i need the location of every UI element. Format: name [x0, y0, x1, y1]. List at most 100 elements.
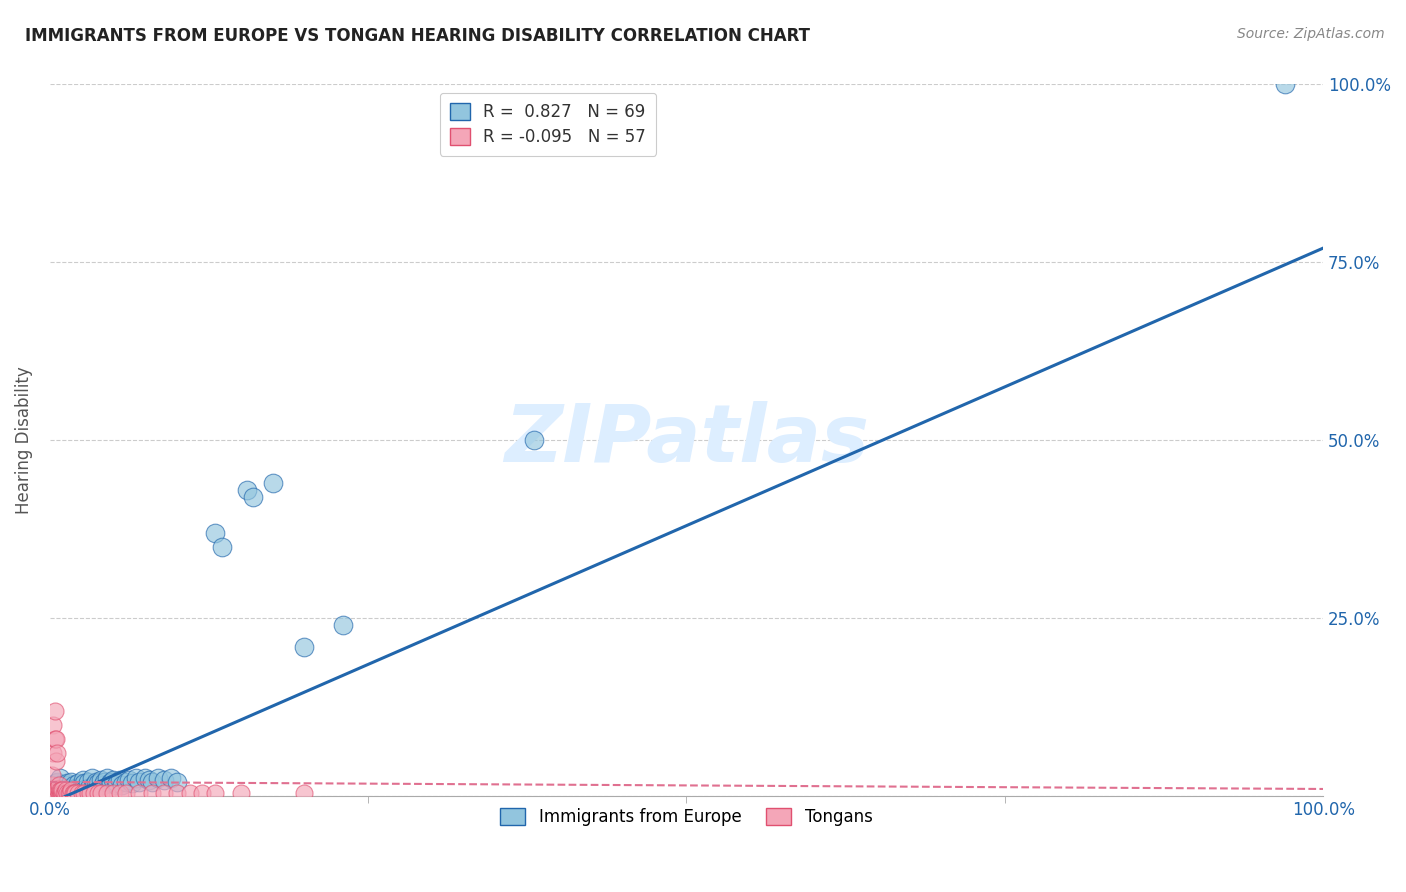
Point	[292, 640, 315, 654]
Point	[76, 785, 98, 799]
Point	[83, 785, 105, 799]
Point	[87, 785, 110, 799]
Point	[39, 781, 62, 796]
Point	[45, 776, 67, 790]
Point	[41, 785, 63, 799]
Point	[58, 785, 80, 799]
Point	[141, 775, 163, 789]
Point	[55, 783, 77, 797]
Point	[51, 781, 73, 796]
Point	[134, 772, 156, 786]
Point	[44, 732, 66, 747]
Point	[45, 785, 67, 799]
Point	[125, 772, 148, 786]
Point	[153, 773, 176, 788]
Point	[49, 785, 72, 799]
Point	[332, 618, 354, 632]
Point	[39, 785, 62, 799]
Point	[46, 781, 69, 796]
Point	[49, 783, 72, 797]
Point	[179, 785, 201, 799]
Point	[63, 783, 86, 797]
Point	[262, 475, 284, 490]
Point	[59, 785, 82, 799]
Point	[42, 779, 65, 793]
Point	[70, 785, 93, 799]
Point	[96, 772, 118, 786]
Point	[204, 785, 226, 799]
Point	[49, 785, 72, 799]
Point	[111, 779, 134, 793]
Point	[46, 775, 69, 789]
Point	[1274, 78, 1296, 92]
Point	[60, 783, 83, 797]
Point	[44, 781, 66, 796]
Point	[42, 747, 65, 761]
Point	[73, 785, 96, 799]
Point	[523, 434, 546, 448]
Point	[104, 779, 127, 793]
Point	[83, 779, 105, 793]
Point	[62, 781, 84, 796]
Point	[229, 785, 252, 799]
Point	[146, 772, 169, 786]
Point	[191, 785, 214, 799]
Point	[42, 785, 65, 799]
Point	[80, 772, 103, 786]
Point	[72, 773, 94, 788]
Point	[93, 775, 115, 789]
Point	[115, 785, 138, 799]
Point	[49, 783, 72, 797]
Point	[48, 779, 70, 793]
Point	[67, 785, 90, 799]
Point	[77, 780, 100, 795]
Point	[63, 779, 86, 793]
Point	[46, 747, 69, 761]
Point	[55, 785, 77, 799]
Point	[42, 785, 65, 799]
Point	[45, 732, 67, 747]
Point	[76, 775, 98, 789]
Point	[49, 772, 72, 786]
Point	[42, 718, 65, 732]
Point	[41, 779, 63, 793]
Point	[58, 780, 80, 795]
Text: IMMIGRANTS FROM EUROPE VS TONGAN HEARING DISABILITY CORRELATION CHART: IMMIGRANTS FROM EUROPE VS TONGAN HEARING…	[25, 27, 810, 45]
Point	[100, 775, 122, 789]
Point	[115, 775, 138, 789]
Point	[84, 775, 107, 789]
Point	[108, 773, 131, 788]
Point	[45, 754, 67, 768]
Legend: Immigrants from Europe, Tongans: Immigrants from Europe, Tongans	[492, 799, 882, 834]
Point	[66, 776, 89, 790]
Point	[121, 776, 143, 790]
Point	[117, 773, 139, 788]
Point	[166, 775, 188, 789]
Point	[98, 776, 121, 790]
Point	[53, 779, 76, 793]
Point	[62, 785, 84, 799]
Point	[60, 775, 83, 789]
Point	[39, 785, 62, 799]
Point	[51, 783, 73, 797]
Point	[44, 783, 66, 797]
Point	[41, 780, 63, 795]
Point	[44, 785, 66, 799]
Point	[108, 785, 131, 799]
Point	[141, 785, 163, 799]
Point	[103, 785, 125, 799]
Point	[48, 785, 70, 799]
Point	[48, 779, 70, 793]
Point	[56, 785, 79, 799]
Point	[65, 780, 87, 795]
Point	[96, 785, 118, 799]
Point	[204, 525, 226, 540]
Point	[91, 779, 114, 793]
Point	[66, 785, 89, 799]
Point	[52, 785, 75, 799]
Point	[41, 768, 63, 782]
Point	[90, 773, 112, 788]
Point	[53, 785, 76, 799]
Point	[90, 785, 112, 799]
Point	[138, 773, 160, 788]
